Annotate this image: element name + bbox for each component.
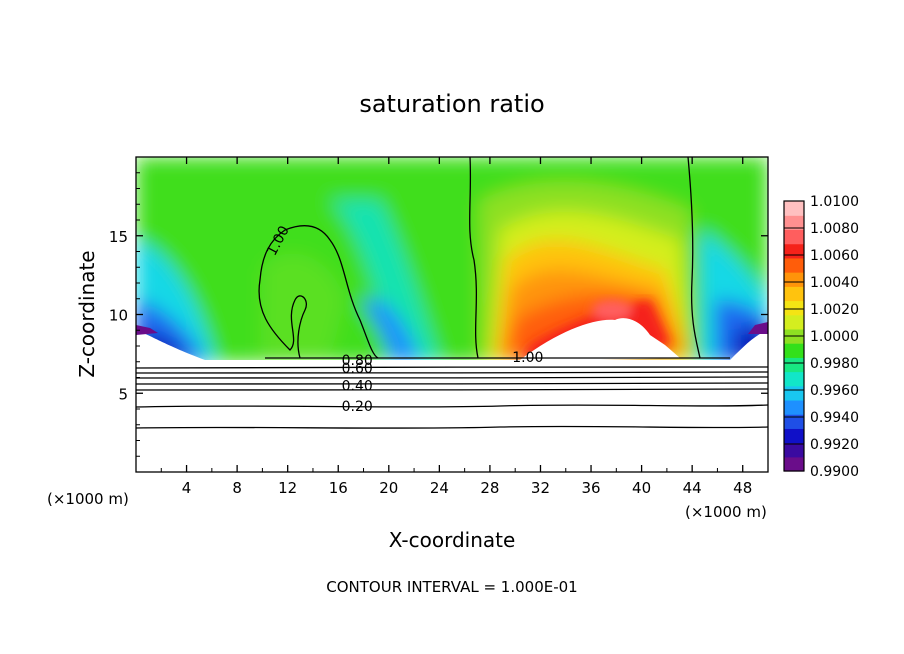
colorbar-swatch	[784, 385, 804, 401]
x-tick-label: 8	[232, 479, 242, 497]
x-tick-label: 20	[379, 479, 398, 497]
colorbar-label: 1.0000	[810, 329, 859, 345]
colorbar-swatch	[784, 371, 804, 387]
colorbar-swatch	[784, 243, 804, 259]
colorbar-label: 1.0040	[810, 275, 859, 291]
y-tick-label: 10	[109, 307, 128, 325]
colorbar-swatch	[784, 300, 804, 316]
contour-label: 0.60	[342, 361, 373, 377]
colorbar-swatch	[784, 201, 804, 216]
contour-label: 0.40	[342, 378, 373, 394]
x-tick-label: 32	[531, 479, 550, 497]
colorbar-label: 1.0080	[810, 221, 859, 237]
colorbar-swatch	[784, 257, 804, 273]
heatmap-field	[136, 157, 768, 472]
contour-interval-note: CONTOUR INTERVAL = 1.000E-01	[326, 578, 577, 596]
contour-label: 1.00	[512, 350, 543, 366]
x-unit-right: (×1000 m)	[685, 503, 767, 521]
x-tick-label: 28	[480, 479, 499, 497]
y-tick-label: 15	[109, 228, 128, 246]
contour-label: 0.20	[342, 399, 373, 415]
colorbar-swatch	[784, 272, 804, 287]
x-tick-label: 24	[430, 479, 449, 497]
colorbar-swatch	[784, 414, 804, 429]
x-tick-label: 12	[278, 479, 297, 497]
x-tick-label: 44	[683, 479, 702, 497]
colorbar-swatch	[784, 343, 804, 358]
contour-lines	[136, 157, 768, 429]
x-tick-label: 40	[632, 479, 651, 497]
colorbar-label: 0.9980	[810, 356, 859, 372]
x-axis-ticks: 4 8 12 16 20 24 28 32 36 40 44 48	[160, 157, 752, 497]
colorbar-swatch	[784, 229, 804, 245]
colorbar-swatch	[784, 456, 804, 472]
colorbar-label: 1.0100	[810, 194, 859, 210]
colorbar-label: 1.0060	[810, 248, 859, 264]
colorbar-label: 1.0020	[810, 302, 859, 318]
y-tick-label: 5	[118, 385, 128, 403]
x-axis-label: X-coordinate	[389, 528, 516, 552]
x-tick-label: 48	[733, 479, 752, 497]
contour-labels: 1.001.000.800.600.400.20	[264, 223, 543, 414]
colorbar: 1.0100 1.0080 1.0060 1.0040 1.0020 1.0000 0.99…	[783, 194, 859, 480]
colorbar-swatch	[784, 357, 804, 373]
chart-title: saturation ratio	[359, 90, 544, 118]
colorbar-label: 0.9920	[810, 437, 859, 453]
y-axis-ticks: 5 10 15	[109, 172, 768, 457]
x-tick-label: 16	[329, 479, 348, 497]
colorbar-swatch	[784, 442, 804, 458]
colorbar-swatch	[784, 399, 804, 415]
y-axis-label: Z-coordinate	[75, 250, 99, 377]
x-tick-label: 36	[581, 479, 600, 497]
colorbar-swatch	[784, 314, 804, 330]
colorbar-swatch	[784, 215, 804, 231]
x-tick-label: 4	[182, 479, 192, 497]
colorbar-swatch	[784, 286, 804, 302]
contour-label: 0.80	[342, 353, 373, 369]
colorbar-label: 0.9940	[810, 410, 859, 426]
colorbar-label: 0.9960	[810, 383, 859, 399]
colorbar-label: 0.9900	[810, 464, 859, 480]
x-unit-left: (×1000 m)	[47, 490, 129, 508]
colorbar-swatch	[784, 428, 804, 444]
